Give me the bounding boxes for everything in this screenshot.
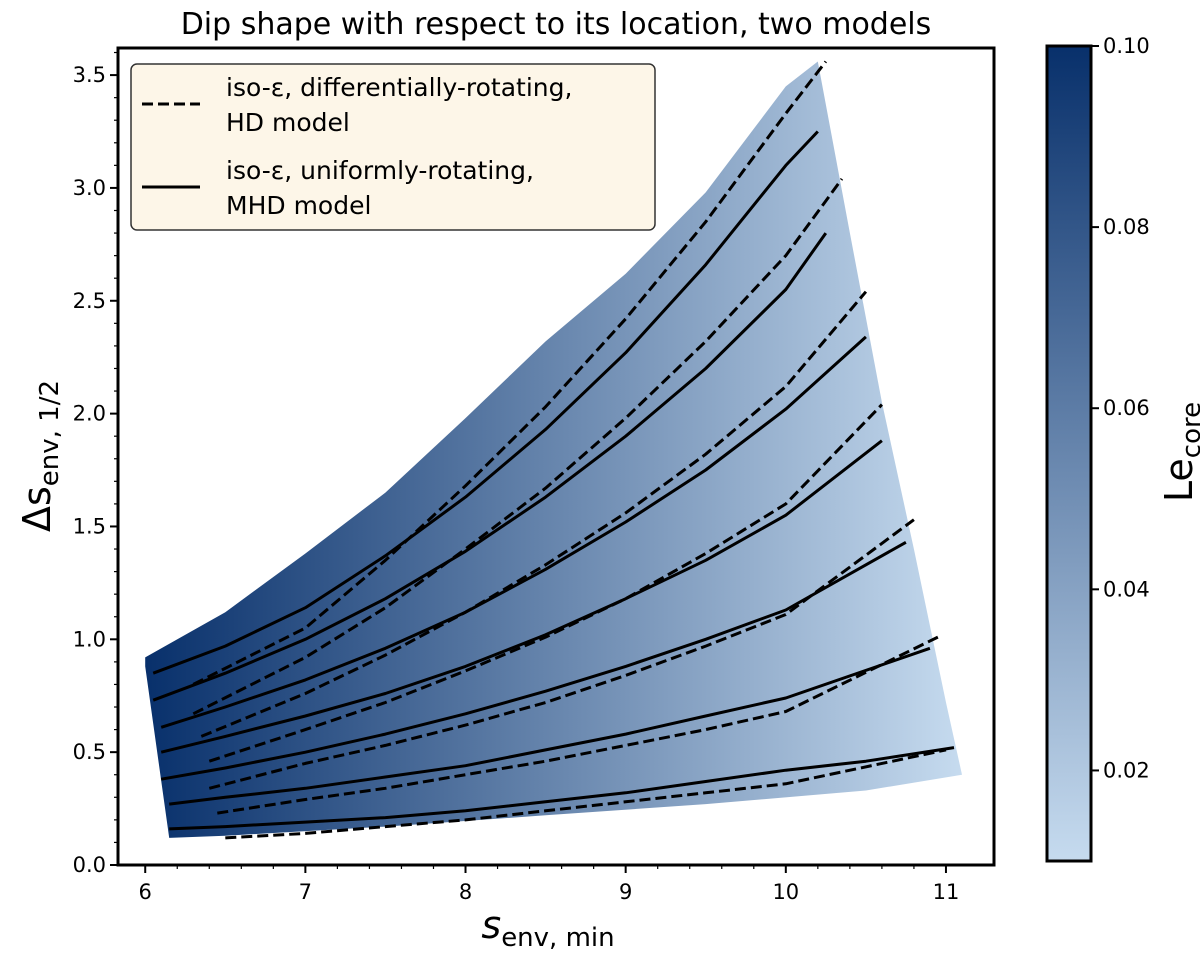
legend-entry-1-line1: iso-ε, differentially-rotating, <box>226 73 572 102</box>
plot-frame <box>116 46 996 867</box>
colorbar-tick-label-3: 0.08 <box>1103 215 1150 239</box>
y-tick-label-1: 0.5 <box>73 740 106 764</box>
colorbar: 0.02 0.04 0.06 0.08 0.10 Lecore <box>1045 34 1200 863</box>
y-tick-label-6: 3.0 <box>73 176 106 200</box>
mhd-series-line-14 <box>169 746 955 831</box>
hd-series-line-6 <box>217 635 939 815</box>
colorbar-tick-label-2: 0.06 <box>1103 396 1150 420</box>
y-tick-label-5: 2.5 <box>73 289 106 313</box>
legend-box <box>130 63 656 231</box>
x-tick-label-0: 6 <box>139 880 152 904</box>
y-axis: 0.0 0.5 1.0 1.5 2.0 2.5 3.0 3.5 <box>73 51 118 877</box>
legend: iso-ε, differentially-rotating, HD model… <box>130 63 656 231</box>
mhd-series-line-12 <box>160 540 907 781</box>
x-tick-label-5: 11 <box>933 880 960 904</box>
x-axis-label-sub: env, min <box>501 923 614 953</box>
x-axis: 6 7 8 9 10 11 <box>139 865 960 904</box>
x-tick-label-4: 10 <box>772 880 799 904</box>
colorbar-label-main: Le <box>1157 458 1200 502</box>
mhd-series-line-9 <box>152 232 828 702</box>
y-axis-label-sub: env, 1/2 <box>35 380 65 486</box>
legend-entry-2-line1: iso-ε, uniformly-rotating, <box>226 156 534 185</box>
y-tick-label-3: 1.5 <box>73 514 106 538</box>
colorbar-tick-label-4: 0.10 <box>1103 34 1150 58</box>
y-tick-label-0: 0.0 <box>73 853 106 877</box>
mhd-series-line-10 <box>160 335 867 729</box>
y-tick-label-7: 3.5 <box>73 63 106 87</box>
plot-area <box>145 60 962 840</box>
y-tick-label-4: 2.0 <box>73 402 106 426</box>
x-tick-label-3: 9 <box>619 880 632 904</box>
colorbar-label: Lecore <box>1157 402 1200 502</box>
series-layer <box>152 60 955 840</box>
mhd-series-line-13 <box>169 646 931 806</box>
scatter-region <box>145 61 962 838</box>
y-tick-label-2: 1.0 <box>73 627 106 651</box>
colorbar-gradient <box>1045 44 1093 863</box>
hd-series-line-1 <box>192 60 827 686</box>
colorbar-tick-label-0: 0.02 <box>1103 758 1150 782</box>
mhd-series-line-8 <box>152 130 819 675</box>
hd-series-line-4 <box>208 403 883 763</box>
hd-series-line-3 <box>200 290 868 738</box>
y-axis-label: Δsenv, 1/2 <box>15 380 65 532</box>
x-axis-label: senv, min <box>481 903 614 953</box>
x-axis-label-main: s <box>481 903 501 947</box>
mhd-series-line-11 <box>160 439 883 754</box>
y-axis-label-main: Δs <box>15 486 59 532</box>
colorbar-tick-label-1: 0.04 <box>1103 577 1150 601</box>
colorbar-ticks: 0.02 0.04 0.06 0.08 0.10 <box>1091 34 1150 782</box>
hd-series-line-2 <box>192 178 844 716</box>
legend-entry-2-line2: MHD model <box>226 191 371 220</box>
hd-series-line-7 <box>225 748 947 840</box>
x-tick-label-2: 8 <box>459 880 472 904</box>
legend-entry-1-line2: HD model <box>226 108 350 137</box>
x-tick-label-1: 7 <box>299 880 312 904</box>
colorbar-label-sub: core <box>1177 402 1200 458</box>
chart-title: Dip shape with respect to its location, … <box>181 7 932 42</box>
